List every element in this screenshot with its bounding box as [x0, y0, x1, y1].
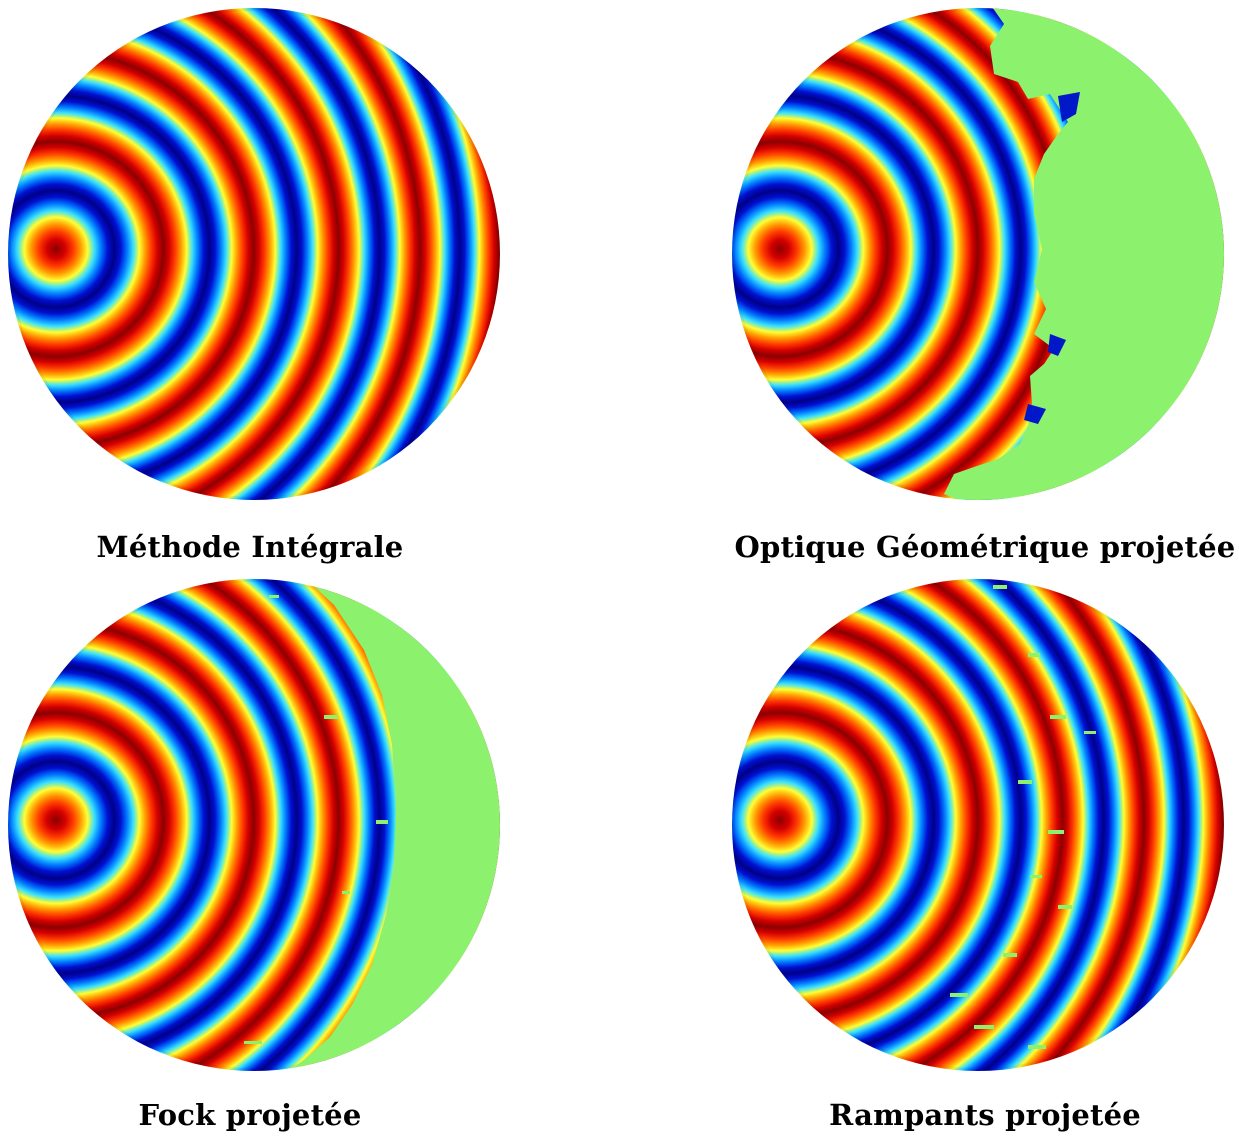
- caption-creeping: Rampants projetée: [829, 1098, 1141, 1132]
- speckle: [1084, 731, 1096, 734]
- sphere-fock: [8, 579, 500, 1071]
- sphere-creeping: [732, 579, 1224, 1071]
- speckle: [324, 715, 338, 719]
- residual-patch: [1058, 92, 1080, 122]
- speckle: [376, 820, 388, 824]
- speckle: [950, 993, 968, 997]
- speckle: [974, 1025, 994, 1029]
- speckle: [1030, 875, 1042, 878]
- speckle: [1028, 1045, 1046, 1049]
- speckle: [1058, 905, 1072, 909]
- speckle: [244, 1041, 262, 1044]
- residual-patch: [1024, 404, 1046, 424]
- speckle: [269, 595, 279, 598]
- field-rings: [732, 579, 1224, 1071]
- shadow-region: [282, 579, 500, 1071]
- caption-go: Optique Géométrique projetée: [734, 530, 1236, 564]
- speckle: [1018, 780, 1032, 784]
- field-rings: [8, 8, 500, 500]
- speckle: [1050, 715, 1066, 719]
- sphere-integral: [8, 8, 500, 500]
- sphere-go: [732, 8, 1224, 500]
- caption-fock: Fock projetée: [138, 1098, 362, 1132]
- shadow-region: [944, 8, 1224, 500]
- speckle: [1028, 653, 1040, 657]
- speckle: [1003, 953, 1017, 957]
- residual-patch: [1048, 334, 1066, 356]
- speckle: [1048, 830, 1064, 834]
- speckle: [993, 585, 1007, 589]
- speckle: [342, 891, 350, 894]
- caption-integral: Méthode Intégrale: [96, 530, 404, 564]
